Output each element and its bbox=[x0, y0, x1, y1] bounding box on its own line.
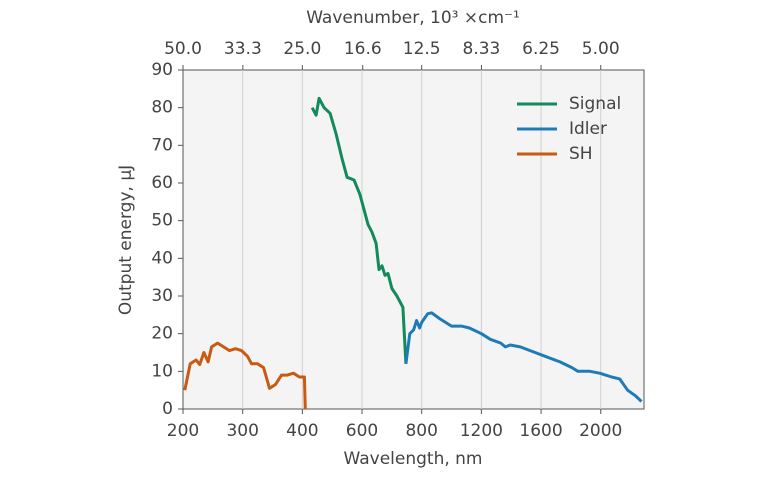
x-tick-label: 200 bbox=[167, 421, 199, 441]
series-line bbox=[310, 96, 408, 364]
x-tick-label: 1200 bbox=[460, 421, 503, 441]
y-tick-label: 90 bbox=[151, 60, 173, 80]
x2-tick-label: 33.3 bbox=[224, 39, 262, 59]
x-tick-label: 2000 bbox=[579, 421, 622, 441]
legend-label: Idler bbox=[569, 119, 607, 139]
x-tick-label: 800 bbox=[405, 421, 437, 441]
y-tick-label: 0 bbox=[162, 399, 173, 419]
x2-tick-label: 12.5 bbox=[403, 39, 441, 59]
x2-axis-label: Wavenumber, 10³ ×cm⁻¹ bbox=[306, 8, 520, 28]
legend-label: Signal bbox=[569, 94, 621, 114]
y-tick-label: 80 bbox=[151, 98, 173, 118]
x2-tick-label: 8.33 bbox=[463, 39, 501, 59]
x2-tick-label: 6.25 bbox=[522, 39, 560, 59]
y-tick-label: 30 bbox=[151, 286, 173, 306]
x2-tick-label: 50.0 bbox=[164, 39, 202, 59]
y-tick-label: 40 bbox=[151, 248, 173, 268]
series-line bbox=[183, 341, 307, 410]
x-axis-label: Wavelength, nm bbox=[344, 449, 483, 469]
x-tick-label: 400 bbox=[286, 421, 318, 441]
x-tick-label: 300 bbox=[226, 421, 258, 441]
y-axis-label: Output energy, μJ bbox=[116, 165, 136, 315]
x-tick-label: 1600 bbox=[519, 421, 562, 441]
x2-tick-label: 16.6 bbox=[344, 39, 382, 59]
legend-label: SH bbox=[569, 144, 593, 164]
y-tick-label: 50 bbox=[151, 211, 173, 231]
series-line bbox=[404, 311, 643, 403]
x-tick-label: 600 bbox=[346, 421, 378, 441]
y-tick-label: 20 bbox=[151, 324, 173, 344]
y-tick-label: 70 bbox=[151, 135, 173, 155]
y-tick-label: 10 bbox=[151, 361, 173, 381]
y-tick-label: 60 bbox=[151, 173, 173, 193]
x2-tick-label: 25.0 bbox=[283, 39, 321, 59]
plot-area bbox=[182, 69, 645, 410]
x2-tick-label: 5.00 bbox=[582, 39, 620, 59]
